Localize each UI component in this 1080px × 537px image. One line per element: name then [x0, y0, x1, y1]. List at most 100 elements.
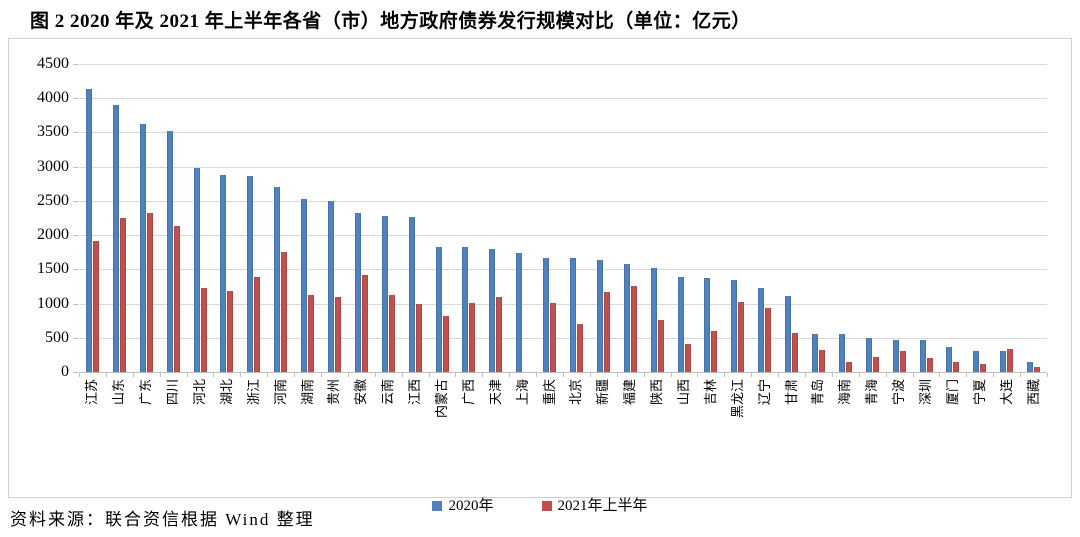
x-axis-tick — [778, 373, 780, 377]
bar-2021h1 — [792, 332, 799, 372]
x-axis-tick — [509, 373, 511, 377]
bar-2021h1 — [119, 218, 126, 372]
x-axis-label-text: 大连 — [998, 379, 1014, 406]
x-axis-label-text: 北京 — [568, 379, 584, 406]
x-axis-tick — [428, 373, 430, 377]
x-axis-tick — [401, 373, 403, 377]
bar-2021h1 — [550, 302, 557, 372]
bar-2021h1 — [308, 295, 315, 372]
bar-2020 — [139, 124, 146, 372]
x-axis-label-text: 云南 — [380, 379, 396, 406]
bar-2020 — [516, 252, 523, 372]
gridline — [79, 269, 1047, 271]
legend: 2020年 2021年上半年 — [9, 498, 1071, 514]
bar-2020 — [677, 276, 684, 372]
x-axis-tick — [751, 373, 753, 377]
x-axis-label-text: 湖北 — [218, 379, 234, 406]
x-axis-label-text: 天津 — [487, 379, 503, 406]
x-axis-label-text: 黑龙江 — [729, 379, 745, 419]
x-axis-label-text: 山西 — [676, 379, 691, 406]
y-axis-tick — [73, 269, 78, 271]
y-axis-tick — [73, 166, 78, 168]
bar-2020 — [838, 333, 845, 372]
y-axis-tick-label: 500 — [45, 328, 69, 346]
x-axis-tick — [831, 373, 833, 377]
x-axis-label-text: 西藏 — [1025, 379, 1041, 406]
bar-2020 — [785, 296, 792, 372]
bar-2021h1 — [765, 307, 772, 372]
x-axis-tick — [939, 373, 941, 377]
bar-2020 — [1000, 350, 1007, 372]
x-axis-label-text: 广东 — [138, 379, 154, 406]
x-axis-tick — [267, 373, 269, 377]
bar-2020 — [247, 175, 254, 372]
y-axis-tick — [73, 200, 78, 202]
x-axis-label-text: 山东 — [111, 379, 127, 406]
x-axis-tick — [589, 373, 591, 377]
figure-title: 图 2 2020 年及 2021 年上半年各省（市）地方政府债券发行规模对比（单… — [30, 11, 751, 32]
bar-2021h1 — [603, 291, 610, 372]
y-axis-tick-label: 1500 — [37, 260, 69, 278]
x-axis-label-text: 吉林 — [702, 379, 718, 406]
bar-2021h1 — [926, 358, 933, 372]
y-axis-tick — [73, 235, 78, 237]
bar-2020 — [623, 263, 630, 372]
chart-frame: 0 500 1000 1500 2000 2500 3000 3500 4000 4500 江苏 山东… — [8, 38, 1072, 514]
legend-item-2021h1: 2021年上半年 — [541, 498, 648, 514]
bar-2021h1 — [388, 295, 395, 372]
x-axis-tick — [159, 373, 161, 377]
x-axis-label-text: 上海 — [514, 379, 530, 406]
x-axis-tick — [213, 373, 215, 377]
x-axis-tick — [697, 373, 699, 377]
x-axis-label-text: 河北 — [192, 379, 207, 406]
bar-2021h1 — [711, 330, 718, 372]
source-note: 资料来源：联合资信根据 Wind 整理 — [10, 510, 315, 529]
bar-2020 — [543, 257, 550, 372]
gridline — [79, 337, 1047, 339]
bar-2021h1 — [845, 361, 852, 372]
x-axis-tick — [321, 373, 322, 377]
y-axis-tick — [73, 132, 78, 134]
x-axis-label-text: 宁夏 — [971, 379, 987, 406]
bar-2020 — [1027, 362, 1034, 372]
bar-2020 — [462, 246, 469, 372]
bar-2020 — [569, 258, 576, 372]
bar-2020 — [596, 259, 603, 372]
x-axis-label-text: 辽宁 — [756, 379, 772, 406]
legend-swatch-2021h1-icon — [541, 501, 552, 511]
bar-2020 — [731, 279, 738, 372]
bar-2020 — [919, 339, 926, 372]
bar-2020 — [381, 215, 388, 372]
legend-label-2021h1: 2021年上半年 — [557, 498, 648, 514]
legend-label-2020: 2020年 — [448, 498, 494, 514]
x-axis-tick — [858, 373, 860, 377]
x-axis-tick — [105, 373, 107, 377]
x-axis-label-text: 宁波 — [891, 379, 907, 406]
bar-2021h1 — [254, 276, 261, 372]
bar-2021h1 — [1034, 367, 1041, 372]
bar-2020 — [85, 88, 92, 372]
bar-2020 — [193, 168, 200, 372]
x-axis-tick — [79, 373, 80, 377]
bar-2021h1 — [953, 361, 960, 372]
bar-2021h1 — [361, 274, 368, 372]
bar-2020 — [112, 105, 119, 372]
bar-2021h1 — [442, 315, 449, 372]
y-axis-tick-label: 4500 — [37, 55, 69, 72]
x-axis-tick — [616, 373, 618, 377]
gridline — [79, 235, 1047, 237]
x-axis-tick — [132, 373, 134, 377]
bar-2021h1 — [200, 288, 207, 372]
x-axis-tick — [1047, 373, 1048, 377]
y-axis-tick — [73, 303, 78, 305]
bar-2021h1 — [872, 356, 879, 372]
bar-2021h1 — [684, 343, 691, 372]
x-axis-label-text: 浙江 — [245, 379, 261, 406]
gridline — [79, 98, 1047, 100]
bar-2020 — [166, 131, 173, 372]
x-axis-tick — [347, 373, 349, 377]
bar-2021h1 — [227, 291, 234, 372]
y-axis-tick-label: 3000 — [37, 157, 69, 175]
bar-2020 — [489, 249, 496, 372]
